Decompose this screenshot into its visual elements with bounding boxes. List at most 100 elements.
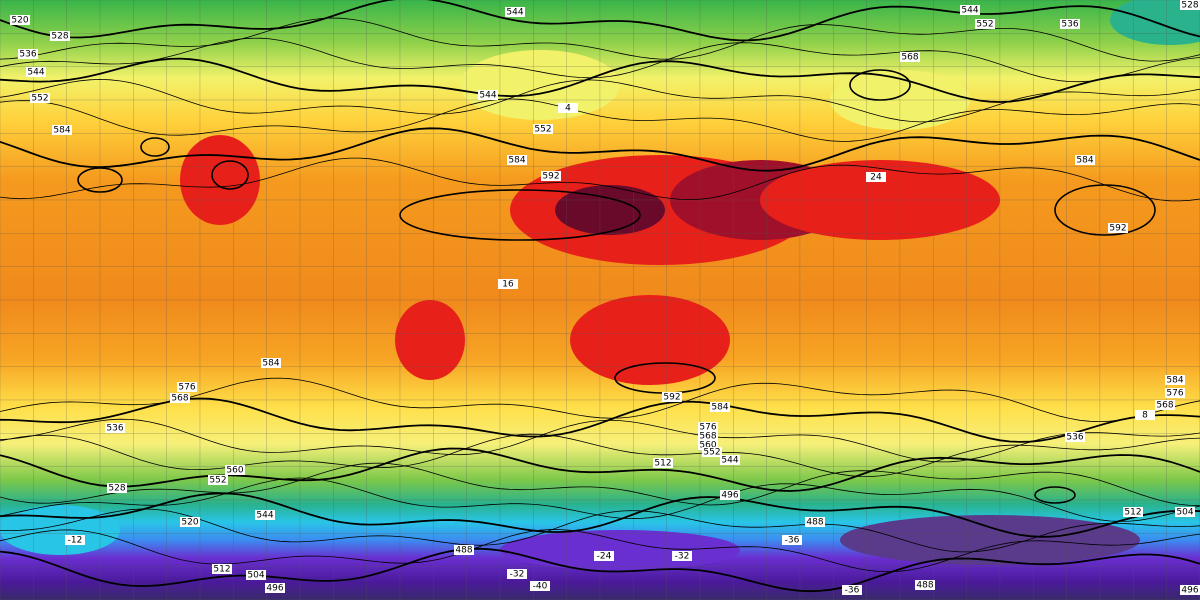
label-box xyxy=(662,392,682,402)
label-box xyxy=(698,431,718,441)
label-box xyxy=(507,155,527,165)
contour-label: -40 xyxy=(533,582,548,592)
label-box xyxy=(530,581,550,591)
label-box xyxy=(65,535,85,545)
label-box xyxy=(105,423,125,433)
contour-label: 496 xyxy=(266,584,283,594)
contour-label: 8 xyxy=(1142,411,1148,421)
contour-line xyxy=(0,57,1200,103)
label-box xyxy=(541,171,561,181)
contour-label: 552 xyxy=(976,20,993,30)
contour-label: 536 xyxy=(19,50,36,60)
label-box xyxy=(50,31,70,41)
contour-label: -36 xyxy=(845,586,860,596)
contour-label: 584 xyxy=(1076,156,1093,166)
contour-label: 552 xyxy=(534,125,551,135)
label-box xyxy=(505,7,525,17)
label-box xyxy=(478,90,498,100)
contour-label: 544 xyxy=(506,8,523,18)
contour-label: 520 xyxy=(11,16,28,26)
contour-label: 512 xyxy=(1124,508,1141,518)
label-box xyxy=(170,393,190,403)
contour-label: 536 xyxy=(106,424,123,434)
contour-label: 584 xyxy=(508,156,525,166)
closed-contour xyxy=(140,137,170,157)
label-box xyxy=(208,475,228,485)
label-box xyxy=(26,67,46,77)
contour-line xyxy=(0,377,1200,423)
label-box xyxy=(720,490,740,500)
contour-line xyxy=(0,418,1200,463)
contour-label: 536 xyxy=(1061,20,1078,30)
contour-label: 544 xyxy=(961,6,978,16)
contour-line xyxy=(0,547,1200,593)
contour-label: -32 xyxy=(675,552,690,562)
label-box xyxy=(594,551,614,561)
contour-label: 576 xyxy=(1166,389,1183,399)
label-box xyxy=(180,517,200,527)
contour-label: 568 xyxy=(171,394,188,404)
contour-label: 488 xyxy=(916,581,933,591)
label-box xyxy=(672,551,692,561)
label-box xyxy=(915,580,935,590)
contour-label: 560 xyxy=(226,466,243,476)
contour-line xyxy=(0,447,1200,492)
label-box xyxy=(1135,410,1155,420)
contour-label: 16 xyxy=(502,280,514,290)
contour-label: 24 xyxy=(870,173,882,183)
closed-contour xyxy=(1054,184,1156,236)
contour-label: 528 xyxy=(108,484,125,494)
label-box xyxy=(1060,19,1080,29)
label-box xyxy=(212,564,232,574)
contour-label: 552 xyxy=(31,94,48,104)
contour-label: 528 xyxy=(1181,1,1198,11)
contour-label: 584 xyxy=(262,359,279,369)
contour-label: 560 xyxy=(699,441,716,451)
label-box xyxy=(1180,585,1200,595)
label-box xyxy=(10,15,30,25)
contour-label: 512 xyxy=(213,565,230,575)
contour-line xyxy=(0,477,1200,522)
contour-line xyxy=(0,492,1200,538)
label-box xyxy=(698,440,718,450)
contour-label: 488 xyxy=(806,518,823,528)
contour-label: 536 xyxy=(1066,433,1083,443)
label-box xyxy=(710,402,730,412)
contour-label: 568 xyxy=(1156,401,1173,411)
label-box xyxy=(805,517,825,527)
contour-label: 544 xyxy=(721,456,738,466)
label-box xyxy=(782,535,802,545)
closed-contour xyxy=(1034,486,1076,504)
label-box xyxy=(842,585,862,595)
label-box xyxy=(177,382,197,392)
contour-label: 568 xyxy=(901,53,918,63)
label-box xyxy=(653,458,673,468)
contour-label: 584 xyxy=(1166,376,1183,386)
label-box xyxy=(1175,507,1195,517)
contour-label: 592 xyxy=(663,393,680,403)
closed-contour xyxy=(211,160,249,190)
contour-label: -12 xyxy=(68,536,83,546)
label-box xyxy=(18,49,38,59)
contour-line xyxy=(0,433,1200,478)
contour-label: 592 xyxy=(542,172,559,182)
contour-line xyxy=(0,37,1200,83)
label-box xyxy=(975,19,995,29)
contour-label: 4 xyxy=(565,104,571,114)
label-box xyxy=(698,422,718,432)
contour-line xyxy=(0,0,1200,42)
label-box xyxy=(702,447,722,457)
closed-contour xyxy=(77,167,123,193)
label-box xyxy=(265,583,285,593)
contour-label: 592 xyxy=(1109,224,1126,234)
closed-contour xyxy=(399,189,641,241)
contour-line xyxy=(0,17,1200,62)
contour-label: 488 xyxy=(455,546,472,556)
contour-line xyxy=(0,127,1200,172)
contour-label: 584 xyxy=(711,403,728,413)
contour-label: 496 xyxy=(1181,586,1198,596)
label-box xyxy=(1165,375,1185,385)
contour-label: 504 xyxy=(247,571,264,581)
contour-label: -36 xyxy=(785,536,800,546)
